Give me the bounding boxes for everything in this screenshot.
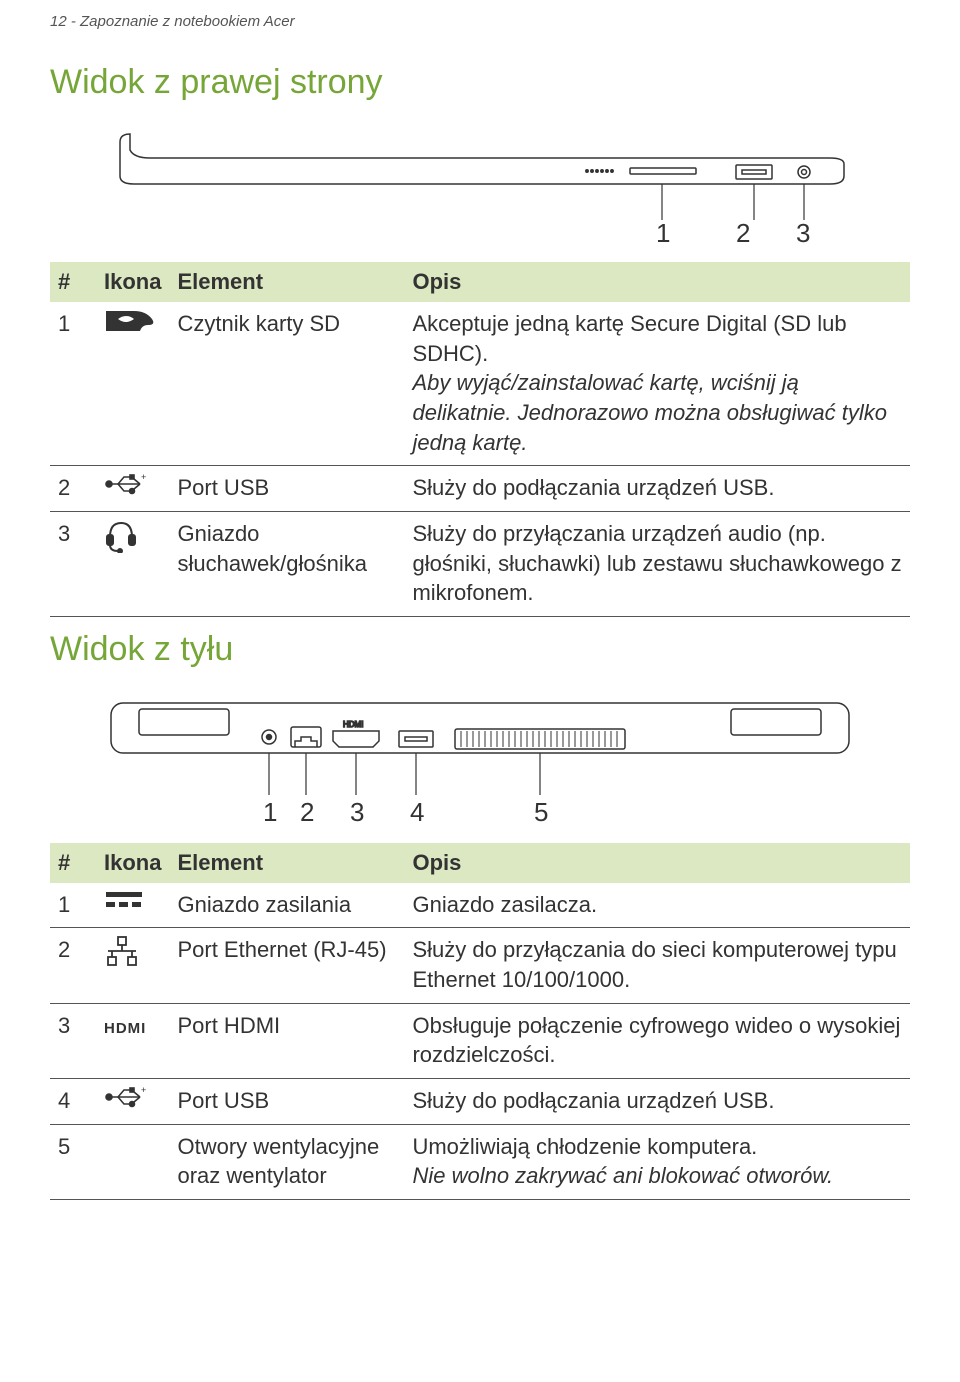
usb-icon: + xyxy=(96,1079,169,1125)
usb-icon: + xyxy=(96,466,169,512)
hdmi-label: HDMI xyxy=(104,1020,146,1037)
table-row: 5 Otwory wentylacyjne oraz wentylator Um… xyxy=(50,1124,910,1199)
table-rear-view: # Ikona Element Opis 1 Gniazdo zasilania… xyxy=(50,843,910,1200)
cell-opis: Obsługuje połączenie cyfrowego wideo o w… xyxy=(404,1003,910,1078)
cell-element: Czytnik karty SD xyxy=(169,302,404,466)
opis-text-italic: Nie wolno zakrywać ani blokować otworów. xyxy=(412,1163,833,1188)
cell-element: Otwory wentylacyjne oraz wentylator xyxy=(169,1124,404,1199)
th-element: Element xyxy=(169,843,404,883)
cell-num: 1 xyxy=(50,302,96,466)
cell-num: 3 xyxy=(50,511,96,616)
diagram-right-view: 1 2 3 xyxy=(100,124,860,254)
th-num: # xyxy=(50,262,96,302)
svg-text:+: + xyxy=(141,473,146,482)
cell-element: Port HDMI xyxy=(169,1003,404,1078)
cell-element: Port Ethernet (RJ-45) xyxy=(169,928,404,1003)
cell-num: 3 xyxy=(50,1003,96,1078)
cell-opis: Służy do przyłączania urządzeń audio (np… xyxy=(404,511,910,616)
cell-num: 4 xyxy=(50,1079,96,1125)
th-num: # xyxy=(50,843,96,883)
table-row: 1 Czytnik karty SD Akceptuje jedną kartę… xyxy=(50,302,910,466)
cell-num: 1 xyxy=(50,883,96,928)
table-row: 3 HDMI Port HDMI Obsługuje połączenie cy… xyxy=(50,1003,910,1078)
table-row: 1 Gniazdo zasilania Gniazdo zasilacza. xyxy=(50,883,910,928)
hdmi-icon: HDMI xyxy=(96,1003,169,1078)
table-header-row: # Ikona Element Opis xyxy=(50,262,910,302)
cell-opis: Służy do podłączania urządzeń USB. xyxy=(404,466,910,512)
section-title-rear-view: Widok z tyłu xyxy=(50,627,910,673)
table-row: 2 Port Ethernet (RJ-45) Służy do przyłąc… xyxy=(50,928,910,1003)
th-icon: Ikona xyxy=(96,843,169,883)
sd-card-icon xyxy=(96,302,169,466)
cell-opis: Umożliwiają chłodzenie komputera. Nie wo… xyxy=(404,1124,910,1199)
svg-text:HDMI: HDMI xyxy=(343,720,363,729)
cell-element: Gniazdo słuchawek/głośnika xyxy=(169,511,404,616)
th-element: Element xyxy=(169,262,404,302)
diagram-rear-view: HDMI 1 2 3 4 5 xyxy=(95,695,865,835)
opis-text: Akceptuje jedną kartę Secure Digital (SD… xyxy=(412,311,846,366)
section-title-right-view: Widok z prawej strony xyxy=(50,60,910,106)
callout-2: 2 xyxy=(300,797,314,827)
th-opis: Opis xyxy=(404,262,910,302)
table-row: 2 + Port USB Służy do podłączania xyxy=(50,466,910,512)
opis-text-italic: Aby wyjąć/zainstalować kartę, wciśnij ją… xyxy=(412,370,886,454)
cell-num: 5 xyxy=(50,1124,96,1199)
opis-text: Umożliwiają chłodzenie komputera. xyxy=(412,1134,757,1159)
th-opis: Opis xyxy=(404,843,910,883)
svg-text:+: + xyxy=(141,1086,146,1095)
callout-3: 3 xyxy=(350,797,364,827)
callout-3: 3 xyxy=(796,218,810,248)
cell-opis: Akceptuje jedną kartę Secure Digital (SD… xyxy=(404,302,910,466)
callout-1: 1 xyxy=(656,218,670,248)
ethernet-icon xyxy=(96,928,169,1003)
cell-num: 2 xyxy=(50,466,96,512)
th-icon: Ikona xyxy=(96,262,169,302)
callout-4: 4 xyxy=(410,797,424,827)
callout-1: 1 xyxy=(263,797,277,827)
vent-icon xyxy=(96,1124,169,1199)
callout-2: 2 xyxy=(736,218,750,248)
cell-element: Port USB xyxy=(169,466,404,512)
dc-power-icon xyxy=(96,883,169,928)
cell-element: Gniazdo zasilania xyxy=(169,883,404,928)
table-row: 4 + Port USB Służy do podłączania xyxy=(50,1079,910,1125)
table-row: 3 Gniazdo słuchawek/głośnika Służy do pr… xyxy=(50,511,910,616)
cell-opis: Służy do podłączania urządzeń USB. xyxy=(404,1079,910,1125)
callout-5: 5 xyxy=(534,797,548,827)
headset-icon xyxy=(96,511,169,616)
table-header-row: # Ikona Element Opis xyxy=(50,843,910,883)
cell-element: Port USB xyxy=(169,1079,404,1125)
cell-opis: Gniazdo zasilacza. xyxy=(404,883,910,928)
cell-opis: Służy do przyłączania do sieci komputero… xyxy=(404,928,910,1003)
table-right-view: # Ikona Element Opis 1 Czytnik karty SD … xyxy=(50,262,910,617)
cell-num: 2 xyxy=(50,928,96,1003)
page-header: 12 - Zapoznanie z notebookiem Acer xyxy=(50,12,910,32)
